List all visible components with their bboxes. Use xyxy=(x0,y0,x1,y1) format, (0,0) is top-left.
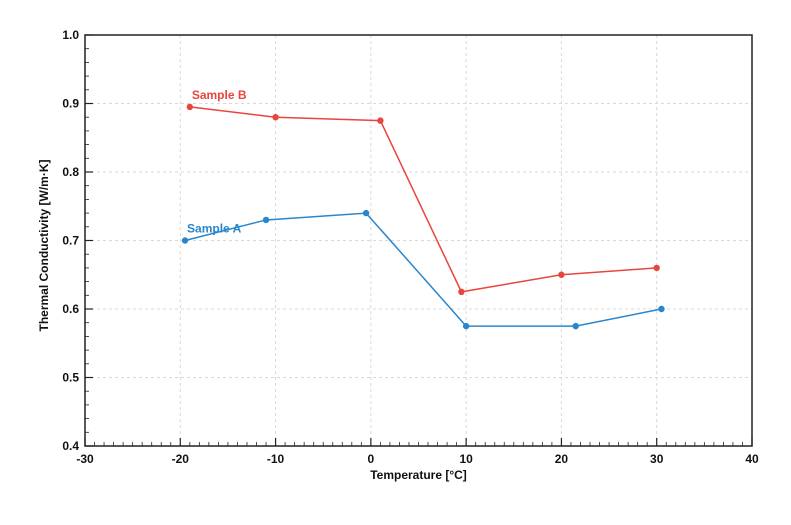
sample-a-label: Sample A xyxy=(187,222,242,236)
series-labels: Sample A Sample B xyxy=(187,88,247,236)
x-tick-label: 40 xyxy=(745,452,759,466)
sample-a-line xyxy=(184,212,662,327)
y-tick-label: 0.9 xyxy=(62,97,79,111)
x-tick-label: 20 xyxy=(555,452,569,466)
sample-b-point xyxy=(558,271,565,278)
x-tick-label: -10 xyxy=(267,452,285,466)
sample-a-point xyxy=(362,209,370,217)
series-lines xyxy=(181,103,665,330)
sample-a-point xyxy=(658,305,665,313)
y-axis-title: Thermal Conductivity [W/m·K] xyxy=(37,159,51,331)
sample-b-label: Sample B xyxy=(192,88,247,102)
x-axis-title: Temperature [°C] xyxy=(370,468,467,482)
sample-a-point xyxy=(462,322,470,330)
y-tick-label: 0.4 xyxy=(62,439,79,453)
sample-a-point xyxy=(572,322,579,330)
x-tick-label: 10 xyxy=(459,452,473,466)
sample-b-point xyxy=(272,114,279,121)
sample-a-point xyxy=(181,237,189,244)
sample-b-line xyxy=(189,106,657,293)
sample-b-point xyxy=(458,288,465,296)
x-tick-labels: -30 -20 -10 0 10 20 30 40 xyxy=(76,452,759,466)
y-tick-label: 1.0 xyxy=(62,28,79,42)
y-tick-label: 0.5 xyxy=(62,371,79,385)
x-tick-label: -30 xyxy=(76,452,94,466)
axis-ticks xyxy=(84,34,753,447)
sample-b-point xyxy=(186,103,194,111)
sample-b-point xyxy=(377,117,384,124)
x-tick-label: 30 xyxy=(650,452,664,466)
y-tick-label: 0.6 xyxy=(62,302,79,316)
y-tick-label: 0.7 xyxy=(62,234,79,248)
grid xyxy=(85,35,752,446)
y-tick-labels: 0.4 0.5 0.6 0.7 0.8 0.9 1.0 xyxy=(62,28,79,453)
y-tick-label: 0.8 xyxy=(62,165,79,179)
sample-b-point xyxy=(653,264,660,272)
x-tick-label: -20 xyxy=(172,452,190,466)
sample-a-point xyxy=(262,216,270,224)
x-tick-label: 0 xyxy=(368,452,375,466)
